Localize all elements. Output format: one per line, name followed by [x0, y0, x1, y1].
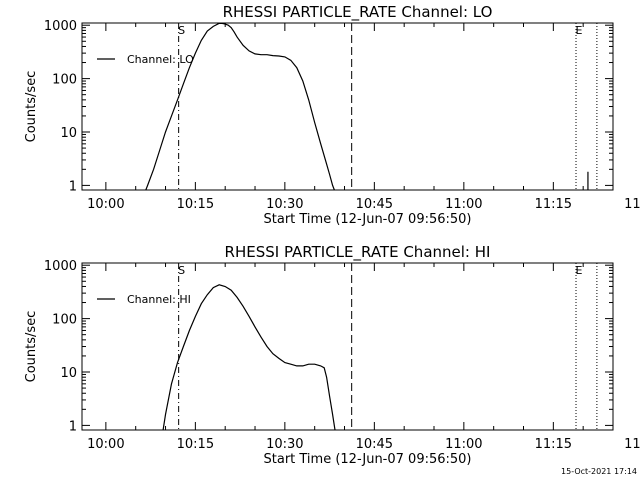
x-tick-label: 10:15	[177, 437, 214, 452]
x-tick-label: 10:30	[266, 437, 303, 452]
marker-label: S	[178, 264, 185, 277]
x-tick-label: 11:15	[535, 197, 572, 212]
series-line	[145, 22, 335, 191]
x-tick-label: 10:30	[266, 197, 303, 212]
x-tick-label: 11:15	[535, 437, 572, 452]
y-axis-label: Counts/sec	[24, 71, 39, 143]
legend-label: Channel: LO	[127, 53, 194, 66]
marker-label: E	[576, 264, 583, 277]
marker-label: S	[178, 24, 185, 37]
x-axis-label: Start Time (12-Jun-07 09:56:50)	[264, 452, 472, 467]
y-axis-label: Counts/sec	[24, 311, 39, 383]
x-tick-label: 11:30	[624, 197, 640, 212]
x-tick-label: 11:00	[445, 437, 482, 452]
y-tick-label: 1000	[44, 19, 77, 34]
chart-title: RHESSI PARTICLE_RATE Channel: HI	[225, 243, 491, 262]
marker-label: E	[576, 24, 583, 37]
x-tick-label: 10:00	[87, 437, 124, 452]
plot-frame	[81, 262, 614, 431]
series-line	[162, 284, 336, 431]
x-tick-label: 10:15	[177, 197, 214, 212]
plot-frame	[81, 22, 614, 191]
x-tick-label: 11:00	[445, 197, 482, 212]
legend-label: Channel: HI	[127, 293, 191, 306]
chart-title: RHESSI PARTICLE_RATE Channel: LO	[223, 3, 493, 22]
y-tick-label: 10	[60, 126, 77, 141]
x-tick-label: 10:00	[87, 197, 124, 212]
chart-hi: RHESSI PARTICLE_RATE Channel: HI 10:00 10:…	[24, 243, 640, 467]
footer-timestamp: 15-Oct-2021 17:14	[561, 467, 637, 476]
x-axis-label: Start Time (12-Jun-07 09:56:50)	[264, 212, 472, 227]
chart-lo: RHESSI PARTICLE_RATE Channel: LO 10:00 10:…	[24, 3, 640, 227]
y-tick-label: 1	[69, 179, 77, 194]
y-tick-label: 1	[69, 419, 77, 434]
x-tick-label: 10:45	[356, 197, 393, 212]
y-tick-label: 1000	[44, 259, 77, 274]
x-tick-label: 11:30	[624, 437, 640, 452]
y-tick-label: 100	[52, 73, 77, 88]
x-tick-label: 10:45	[356, 437, 393, 452]
y-tick-label: 100	[52, 313, 77, 328]
y-tick-label: 10	[60, 366, 77, 381]
